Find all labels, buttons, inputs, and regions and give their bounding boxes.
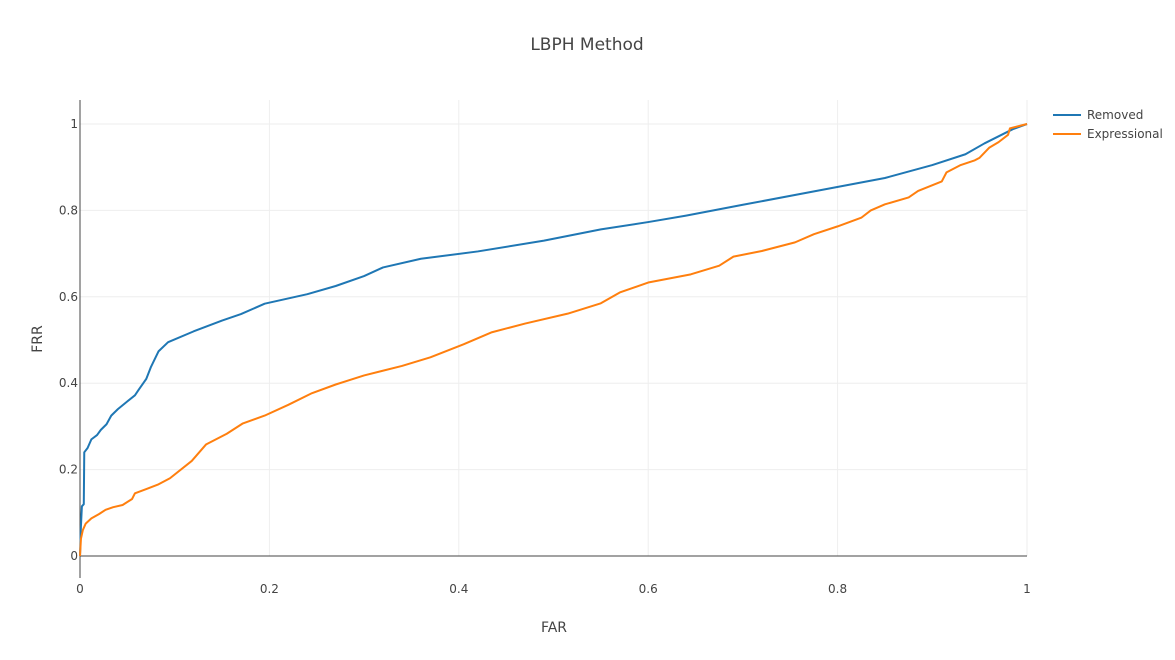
x-tick-label: 0.8 xyxy=(828,582,847,596)
y-tick-label: 0.8 xyxy=(59,203,78,217)
legend-label: Expressional xyxy=(1087,127,1163,141)
y-tick-label: 0.4 xyxy=(59,376,78,390)
y-tick-label: 0 xyxy=(70,549,78,563)
x-tick-label: 1 xyxy=(1023,582,1031,596)
series-layer xyxy=(79,123,1028,557)
x-tick-label: 0.6 xyxy=(639,582,658,596)
x-axis-title: FAR xyxy=(541,620,567,636)
x-axis-ticks: 0 0.2 0.4 0.6 0.8 1 xyxy=(76,582,1031,596)
chart-title: LBPH Method xyxy=(530,35,643,55)
y-axis-ticks: 0 0.2 0.4 0.6 0.8 1 xyxy=(59,117,78,563)
x-tick-label: 0.2 xyxy=(260,582,279,596)
y-axis-title: FRR xyxy=(30,325,46,353)
grid-layer xyxy=(80,100,1028,556)
y-tick-label: 0.6 xyxy=(59,290,78,304)
series-line-removed xyxy=(79,123,1028,557)
y-tick-label: 1 xyxy=(70,117,78,131)
series-line-expressional xyxy=(79,123,1028,557)
x-tick-label: 0.4 xyxy=(449,582,468,596)
legend-item-expressional[interactable]: Expressional xyxy=(1053,127,1163,141)
y-tick-label: 0.2 xyxy=(59,463,78,477)
legend-item-removed[interactable]: Removed xyxy=(1053,108,1143,122)
x-tick-label: 0 xyxy=(76,582,84,596)
legend[interactable]: Removed Expressional xyxy=(1053,108,1163,141)
legend-label: Removed xyxy=(1087,108,1143,122)
